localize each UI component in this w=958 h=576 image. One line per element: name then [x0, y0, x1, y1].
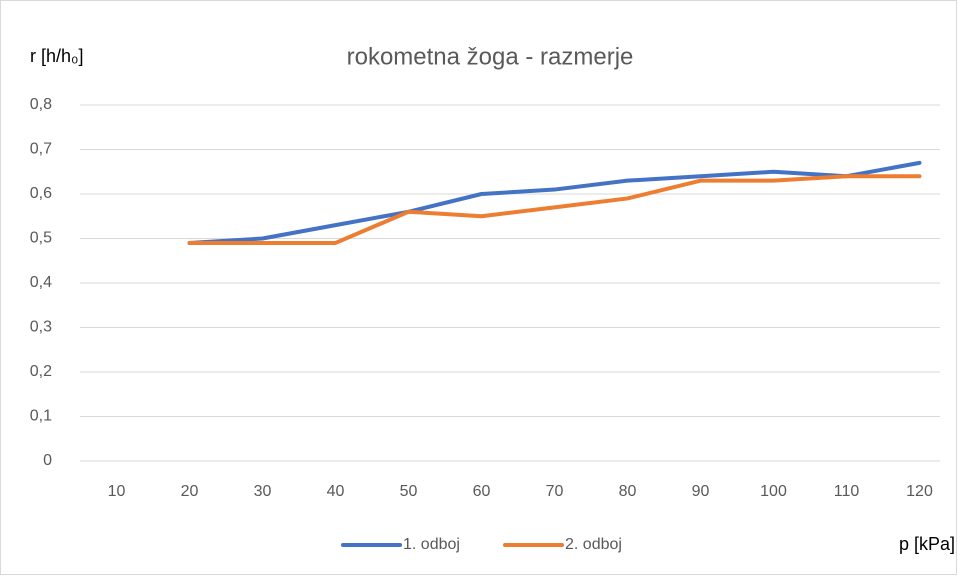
y-axis-label: r [h/h₀] — [30, 46, 84, 66]
x-axis-label: p [kPa] — [899, 534, 955, 554]
y-tick-label: 0,4 — [30, 274, 52, 291]
x-tick-label: 10 — [108, 483, 126, 500]
x-tick-label: 100 — [760, 483, 787, 500]
x-tick-label: 80 — [619, 483, 637, 500]
x-tick-label: 110 — [834, 483, 860, 500]
line-series — [187, 174, 922, 245]
x-tick-label: 50 — [400, 483, 418, 500]
legend-label: 2. odboj — [565, 536, 622, 553]
y-tick-label: 0,3 — [30, 319, 52, 336]
x-tick-label: 20 — [181, 483, 199, 500]
x-tick-label: 70 — [546, 483, 564, 500]
x-tick-label: 30 — [254, 483, 272, 500]
y-tick-label: 0,2 — [30, 363, 52, 380]
x-tick-label: 120 — [906, 483, 933, 500]
y-tick-label: 0,6 — [30, 185, 52, 202]
legend-label: 1. odboj — [403, 536, 460, 553]
line-series — [187, 160, 922, 245]
y-tick-label: 0 — [43, 452, 52, 469]
x-tick-label: 90 — [692, 483, 710, 500]
y-tick-label: 0,8 — [30, 96, 52, 113]
y-tick-label: 0,7 — [30, 141, 52, 158]
x-tick-label: 40 — [327, 483, 345, 500]
y-tick-label: 0,5 — [30, 230, 52, 247]
x-tick-label: 60 — [473, 483, 491, 500]
chart-title: rokometna žoga - razmerje — [347, 43, 634, 70]
y-tick-label: 0,1 — [30, 408, 52, 425]
